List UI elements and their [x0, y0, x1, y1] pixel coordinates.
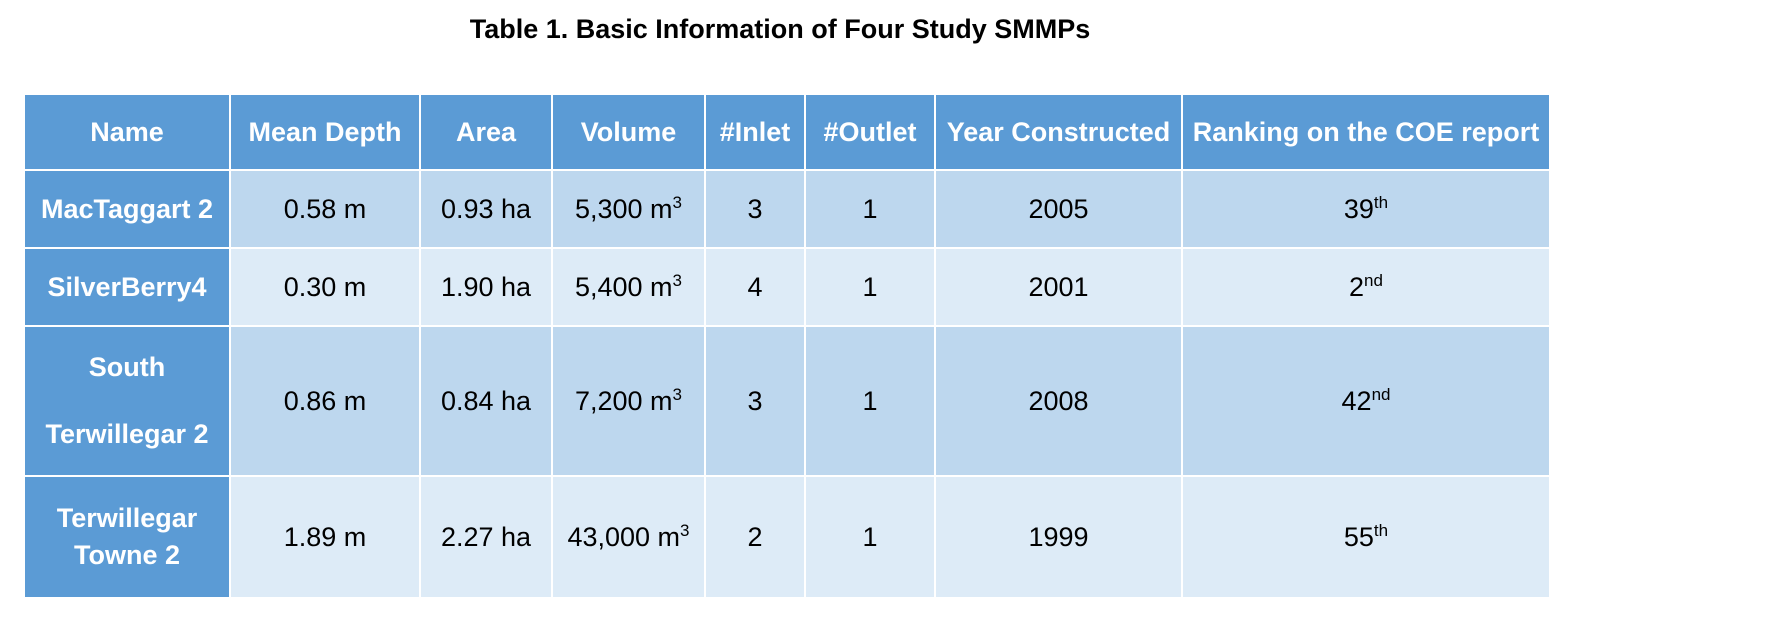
area-cell: 1.90 ha	[419, 247, 553, 327]
volume-unit-superscript: 3	[680, 521, 690, 540]
outlet-count-cell: 1	[804, 169, 936, 249]
volume-unit-superscript: 3	[672, 193, 683, 212]
inlet-count-cell: 3	[704, 325, 806, 477]
mean-depth-cell: 0.58 m	[229, 169, 421, 249]
pond-name-line: Terwillegar 2	[45, 419, 209, 449]
year-constructed-cell: 2001	[934, 247, 1183, 327]
pond-name-line: Towne 2	[73, 540, 180, 570]
year-constructed-cell: 2008	[934, 325, 1183, 477]
volume-cell: 43,000 m3	[551, 475, 706, 599]
area-cell: 2.27 ha	[419, 475, 553, 599]
mean-depth-cell: 1.89 m	[229, 475, 421, 599]
ranking-number: 2	[1349, 272, 1365, 302]
table-row: Terwillegar Towne 2 1.89 m 2.27 ha 43,00…	[23, 475, 1551, 599]
column-header-mean-depth: Mean Depth	[229, 93, 421, 171]
header-row: Name Mean Depth Area Volume #Inlet #Outl…	[23, 93, 1551, 171]
pond-name-cell: Terwillegar Towne 2	[23, 475, 231, 599]
ranking-ordinal-suffix: th	[1373, 193, 1389, 212]
outlet-count-cell: 1	[804, 325, 936, 477]
volume-unit-superscript: 3	[672, 271, 683, 290]
column-header-year-constructed: Year Constructed	[934, 93, 1183, 171]
outlet-count-cell: 1	[804, 475, 936, 599]
volume-cell: 5,300 m3	[551, 169, 706, 249]
inlet-count-cell: 4	[704, 247, 806, 327]
table-row: SilverBerry4 0.30 m 1.90 ha 5,400 m3 4 1…	[23, 247, 1551, 327]
area-cell: 0.84 ha	[419, 325, 553, 477]
volume-cell: 7,200 m3	[551, 325, 706, 477]
volume-cell: 5,400 m3	[551, 247, 706, 327]
ranking-ordinal-suffix: nd	[1364, 271, 1383, 290]
inlet-count-cell: 3	[704, 169, 806, 249]
study-smmp-table: Name Mean Depth Area Volume #Inlet #Outl…	[23, 93, 1551, 599]
pond-name-cell: MacTaggart 2	[23, 169, 231, 249]
table-caption: Table 1. Basic Information of Four Study…	[469, 14, 1091, 44]
column-header-area: Area	[419, 93, 553, 171]
column-header-name: Name	[23, 93, 231, 171]
ranking-cell: 2nd	[1181, 247, 1551, 327]
pond-name-cell: SilverBerry4	[23, 247, 231, 327]
pond-name-line: Terwillegar	[56, 503, 198, 533]
pond-name-line: SilverBerry4	[47, 271, 207, 302]
pond-name-line: MacTaggart 2	[40, 193, 214, 224]
year-constructed-cell: 2005	[934, 169, 1183, 249]
pond-name-cell: South Terwillegar 2	[23, 325, 231, 477]
mean-depth-cell: 0.30 m	[229, 247, 421, 327]
area-cell: 0.93 ha	[419, 169, 553, 249]
ranking-cell: 55th	[1181, 475, 1551, 599]
ranking-cell: 39th	[1181, 169, 1551, 249]
inlet-count-cell: 2	[704, 475, 806, 599]
column-header-outlet: #Outlet	[804, 93, 936, 171]
column-header-ranking: Ranking on the COE report	[1181, 93, 1551, 171]
ranking-number: 42	[1341, 386, 1372, 416]
year-constructed-cell: 1999	[934, 475, 1183, 599]
pond-name-line: South	[88, 352, 166, 382]
volume-value: 5,300 m	[574, 194, 673, 224]
mean-depth-cell: 0.86 m	[229, 325, 421, 477]
ranking-number: 55	[1343, 522, 1374, 552]
volume-value: 43,000 m	[567, 522, 681, 552]
column-header-inlet: #Inlet	[704, 93, 806, 171]
ranking-cell: 42nd	[1181, 325, 1551, 477]
column-header-volume: Volume	[551, 93, 706, 171]
volume-value: 7,200 m	[574, 386, 673, 416]
table-row: MacTaggart 2 0.58 m 0.93 ha 5,300 m3 3 1…	[23, 169, 1551, 249]
ranking-ordinal-suffix: nd	[1371, 385, 1391, 404]
outlet-count-cell: 1	[804, 247, 936, 327]
table-row: South Terwillegar 2 0.86 m 0.84 ha 7,200…	[23, 325, 1551, 477]
ranking-ordinal-suffix: th	[1373, 521, 1389, 540]
ranking-number: 39	[1343, 194, 1374, 224]
volume-value: 5,400 m	[574, 272, 673, 302]
volume-unit-superscript: 3	[672, 385, 683, 404]
